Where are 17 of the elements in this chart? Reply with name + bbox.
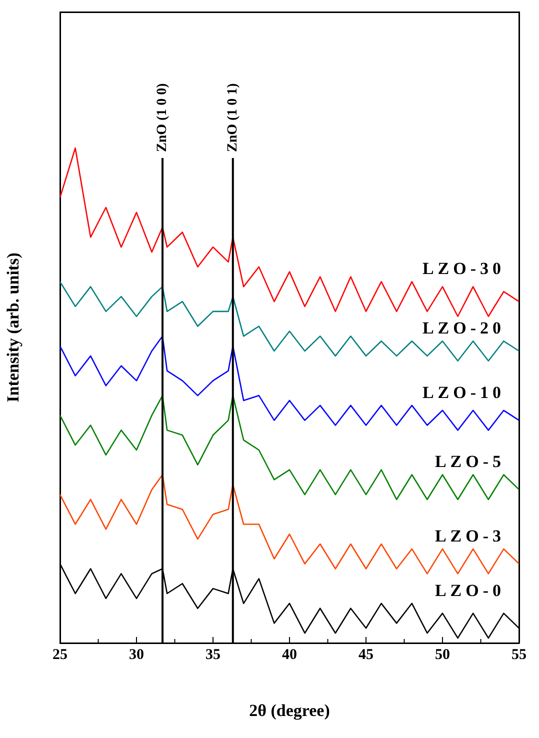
series-label: LZO-20 xyxy=(422,318,505,338)
series-label: LZO-5 xyxy=(434,452,505,472)
x-tick-label: 35 xyxy=(206,646,220,663)
series-label: LZO-3 xyxy=(434,526,505,546)
ref-line-label: ZnO (1 0 0) xyxy=(155,82,170,152)
y-axis-title: Intensity (arb. units) xyxy=(4,252,23,402)
series-label: LZO-0 xyxy=(434,580,505,600)
x-tick-label: 40 xyxy=(282,646,297,663)
x-tick-label: 55 xyxy=(512,646,526,663)
series-label: LZO-30 xyxy=(422,259,505,278)
x-tick-label: 50 xyxy=(435,646,450,663)
series-label: LZO-10 xyxy=(422,382,505,402)
x-tick-label: 45 xyxy=(358,646,374,663)
x-tick-label: 30 xyxy=(129,646,144,663)
x-tick-label: 25 xyxy=(52,646,68,663)
x-axis-title: 2θ (degree) xyxy=(249,701,330,720)
ref-line-label: ZnO (1 0 1) xyxy=(226,82,240,152)
